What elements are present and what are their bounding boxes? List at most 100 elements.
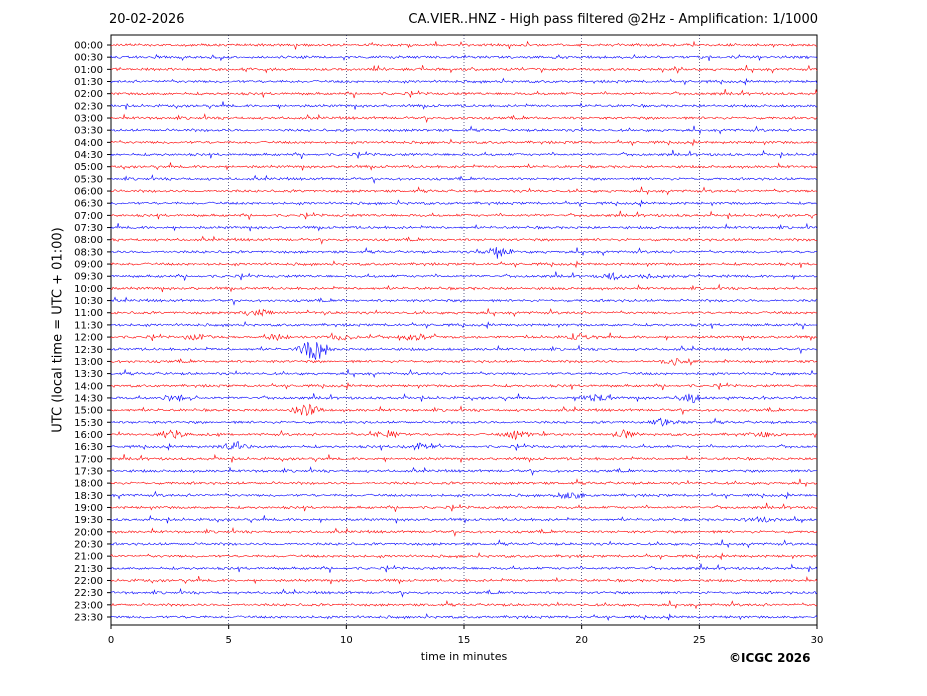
y-tick-label: 18:00 <box>74 479 103 490</box>
y-tick-label: 15:00 <box>74 406 103 417</box>
trace-line <box>110 235 818 245</box>
y-tick-label: 08:00 <box>74 235 103 246</box>
trace-line <box>110 393 818 404</box>
copyright-text: ©ICGC 2026 <box>729 651 811 665</box>
y-tick-label: 01:00 <box>74 65 103 76</box>
y-tick-label: 02:30 <box>74 101 103 112</box>
x-tick-label: 10 <box>340 635 353 646</box>
x-tick-label: 5 <box>225 635 231 646</box>
trace-line <box>110 368 818 378</box>
y-tick-label: 17:30 <box>74 466 103 477</box>
trace-line <box>110 587 818 598</box>
trace-line <box>110 174 818 185</box>
y-tick-label: 14:00 <box>74 381 103 392</box>
trace-line <box>110 332 818 342</box>
x-tick-label: 15 <box>458 635 471 646</box>
trace-line <box>110 53 818 62</box>
trace-line <box>110 613 818 621</box>
trace-line <box>110 296 817 306</box>
y-tick-label: 05:00 <box>74 162 103 173</box>
y-tick-label: 00:30 <box>74 53 103 64</box>
trace-line <box>110 308 818 318</box>
chart-date: 20-02-2026 <box>109 12 185 27</box>
y-tick-label: 01:30 <box>74 77 103 88</box>
trace-line <box>110 246 818 259</box>
x-tick-label: 0 <box>108 635 114 646</box>
y-tick-label: 09:00 <box>74 260 103 271</box>
y-tick-label: 19:30 <box>74 515 103 526</box>
y-tick-label: 03:00 <box>74 114 103 125</box>
y-tick-label: 17:00 <box>74 454 103 465</box>
trace-line <box>110 599 818 610</box>
trace-line <box>110 88 818 99</box>
trace-line <box>110 440 818 451</box>
trace-line <box>110 222 818 232</box>
trace-line <box>110 77 818 86</box>
trace-line <box>110 466 817 477</box>
y-tick-label: 12:00 <box>74 333 103 344</box>
y-tick-label: 08:30 <box>74 247 103 258</box>
trace-line <box>110 514 818 524</box>
trace-line <box>110 101 818 110</box>
y-tick-label: 20:00 <box>74 527 103 538</box>
x-tick-label: 25 <box>693 635 706 646</box>
y-tick-label: 00:00 <box>74 41 103 52</box>
y-tick-label: 13:30 <box>74 369 103 380</box>
y-tick-label: 16:00 <box>74 430 103 441</box>
y-tick-label: 04:30 <box>74 150 103 161</box>
x-tick-label: 20 <box>575 635 588 646</box>
trace-line <box>110 429 818 441</box>
trace-line <box>110 357 818 366</box>
y-tick-label: 09:30 <box>74 272 103 283</box>
trace-line <box>110 210 818 220</box>
trace-line <box>110 40 818 50</box>
y-tick-label: 06:00 <box>74 187 103 198</box>
y-tick-label: 12:30 <box>74 345 103 356</box>
y-tick-label: 18:30 <box>74 491 103 502</box>
y-tick-label: 16:30 <box>74 442 103 453</box>
trace-line <box>110 381 818 391</box>
y-tick-label: 11:30 <box>74 320 103 331</box>
trace-line <box>110 490 818 500</box>
trace-line <box>110 260 818 269</box>
trace-line <box>110 526 818 537</box>
y-tick-label: 07:30 <box>74 223 103 234</box>
y-tick-label: 07:00 <box>74 211 103 222</box>
trace-line <box>110 186 818 196</box>
y-tick-label: 10:00 <box>74 284 103 295</box>
trace-line <box>110 502 818 512</box>
y-tick-label: 15:30 <box>74 418 103 429</box>
trace-line <box>110 113 818 124</box>
trace-line <box>110 271 818 281</box>
y-tick-label: 03:30 <box>74 126 103 137</box>
x-axis-label: time in minutes <box>420 650 508 663</box>
trace-line <box>110 539 818 549</box>
trace-line <box>110 552 818 561</box>
trace-line <box>110 320 818 330</box>
y-tick-label: 23:00 <box>74 600 103 611</box>
y-tick-label: 20:30 <box>74 539 103 550</box>
y-tick-label: 11:00 <box>74 308 103 319</box>
trace-line <box>110 149 818 159</box>
y-tick-label: 22:00 <box>74 576 103 587</box>
trace-line <box>110 341 817 360</box>
trace-line <box>110 478 818 488</box>
trace-line <box>110 125 818 135</box>
trace-line <box>110 64 818 74</box>
y-tick-label: 13:00 <box>74 357 103 368</box>
trace-line <box>110 162 818 171</box>
y-tick-label: 23:30 <box>74 612 103 623</box>
y-tick-label: 02:00 <box>74 89 103 100</box>
trace-line <box>110 563 818 573</box>
trace-line <box>110 199 818 208</box>
chart-title: CA.VIER..HNZ - High pass filtered @2Hz -… <box>408 12 818 27</box>
trace-line <box>110 138 818 147</box>
trace-line <box>110 283 818 293</box>
y-tick-label: 21:00 <box>74 552 103 563</box>
y-tick-label: 10:30 <box>74 296 103 307</box>
trace-line <box>110 576 818 585</box>
y-tick-label: 04:00 <box>74 138 103 149</box>
trace-line <box>110 417 818 427</box>
trace-line <box>110 453 817 463</box>
